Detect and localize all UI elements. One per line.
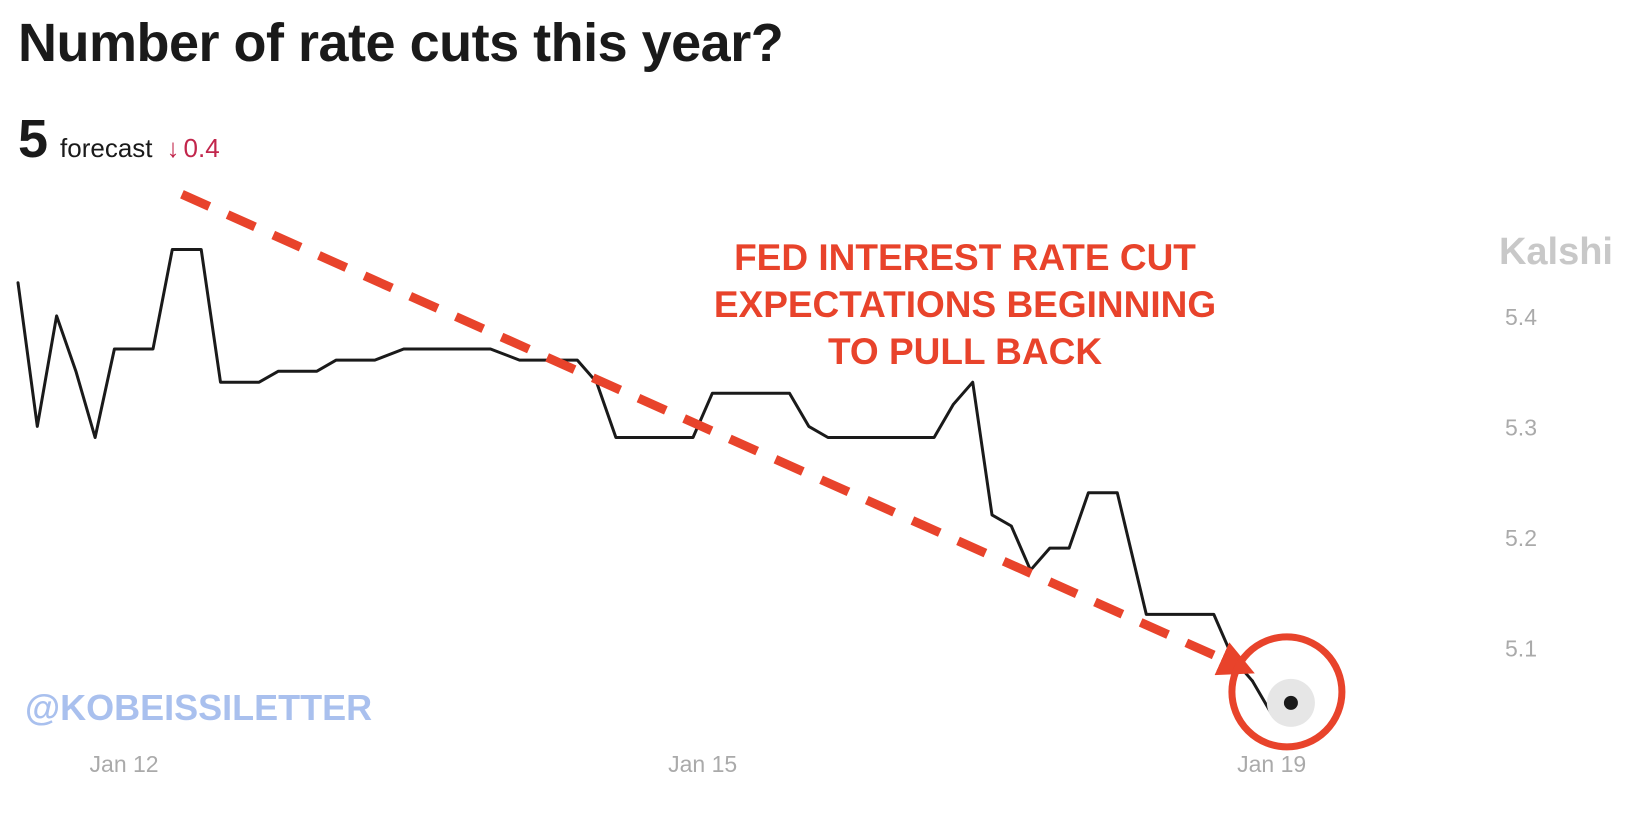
watermark-handle: @KOBEISSILETTER xyxy=(25,687,372,728)
kalshi-logo: Kalshi xyxy=(1499,231,1613,273)
forecast-summary: 5 forecast ↓ 0.4 xyxy=(18,108,220,170)
trend-arrow xyxy=(180,190,1255,676)
y-tick-label: 5.1 xyxy=(1505,636,1537,662)
x-tick-label: Jan 19 xyxy=(1237,751,1306,777)
y-axis: 5.1 5.2 5.3 5.4 xyxy=(1505,304,1537,662)
series-line-forecast xyxy=(16,248,1254,683)
x-tick-label: Jan 12 xyxy=(90,751,159,777)
arrow-down-icon: ↓ xyxy=(166,133,180,163)
forecast-value: 5 xyxy=(18,109,49,169)
highlight-ring xyxy=(1228,633,1346,751)
x-tick-label: Jan 15 xyxy=(668,751,737,777)
latest-highlight xyxy=(1228,633,1346,751)
forecast-change-value: 0.4 xyxy=(183,133,220,163)
annotation-line-1: FED INTEREST RATE CUT xyxy=(734,237,1196,278)
trend-arrow-line xyxy=(180,190,1255,676)
x-axis: Jan 12 Jan 15 Jan 19 xyxy=(90,751,1307,777)
annotation: FED INTEREST RATE CUT EXPECTATIONS BEGIN… xyxy=(714,237,1216,372)
annotation-line-3: TO PULL BACK xyxy=(828,331,1102,372)
forecast-change: ↓ 0.4 xyxy=(167,133,220,164)
forecast-label: forecast xyxy=(60,133,153,163)
y-tick-label: 5.3 xyxy=(1505,414,1537,440)
y-tick-label: 5.4 xyxy=(1505,304,1537,330)
y-tick-label: 5.2 xyxy=(1505,525,1537,551)
chart-title: Number of rate cuts this year? xyxy=(18,13,784,73)
latest-point xyxy=(1283,695,1298,710)
annotation-line-2: EXPECTATIONS BEGINNING xyxy=(714,284,1216,325)
